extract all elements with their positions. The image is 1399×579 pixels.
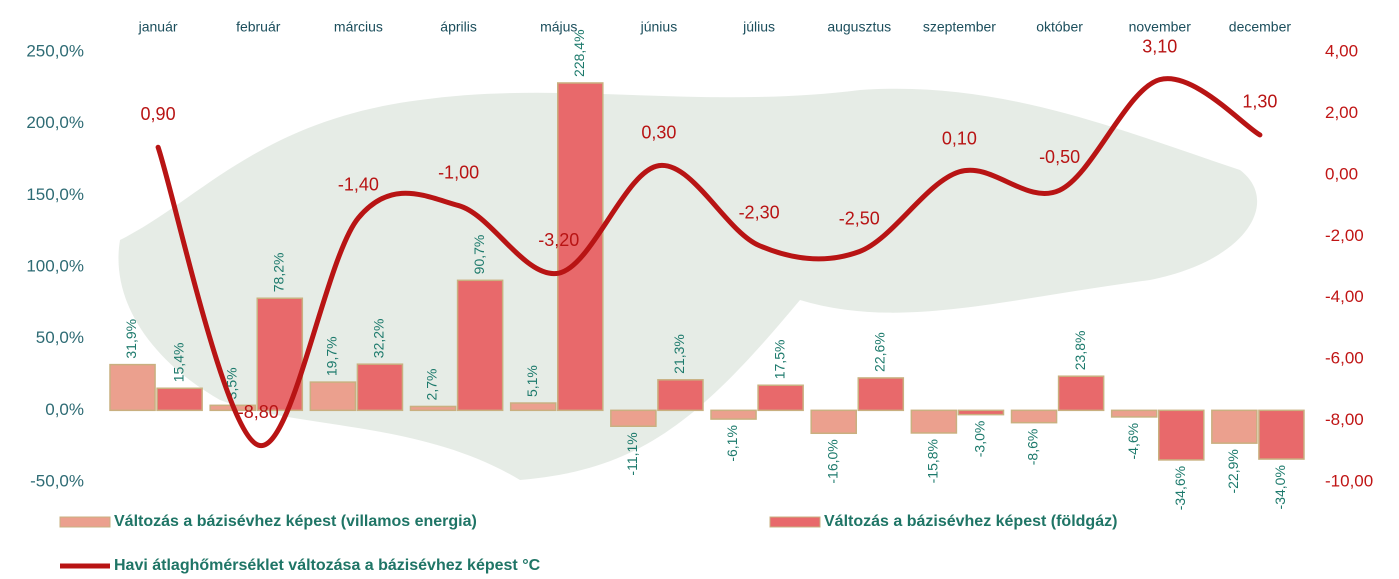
y-tick-label: 200,0% <box>26 113 84 132</box>
y-tick-label: -50,0% <box>30 471 84 490</box>
x-tick-label: február <box>236 19 281 35</box>
line-label: 0,30 <box>641 122 676 142</box>
y2-tick-label: 2,00 <box>1325 103 1358 122</box>
bar <box>857 377 905 412</box>
line-label: -2,30 <box>739 202 780 222</box>
legend-item: Változás a bázisévhez képest (villamos e… <box>59 513 477 530</box>
x-tick-label: szeptember <box>923 19 996 35</box>
y2-tick-label: -10,00 <box>1325 471 1373 490</box>
data-label: -34,0% <box>1272 465 1288 509</box>
legend-item: Változás a bázisévhez képest (földgáz) <box>769 513 1117 530</box>
legend-label: Változás a bázisévhez képest (villamos e… <box>114 513 477 530</box>
data-label: -16,0% <box>824 439 840 483</box>
line-label: 0,10 <box>942 129 977 149</box>
data-label: -8,6% <box>1025 429 1041 466</box>
data-label: 17,5% <box>771 340 787 380</box>
x-tick-label: november <box>1129 19 1192 35</box>
data-label: -11,1% <box>624 432 640 475</box>
x-tick-label: augusztus <box>827 19 891 35</box>
bar <box>810 409 857 435</box>
line-label: -1,40 <box>338 175 379 195</box>
data-label: 21,3% <box>671 334 687 374</box>
data-label: -22,9% <box>1225 449 1241 493</box>
x-tick-label: október <box>1036 19 1083 35</box>
x-tick-label: július <box>742 19 775 35</box>
legend-swatch <box>59 516 111 528</box>
data-label: 15,4% <box>170 343 186 383</box>
legend-item: Havi átlaghőmérséklet változása a bázisé… <box>60 557 541 574</box>
data-label: 90,7% <box>471 235 487 275</box>
bar <box>309 381 357 412</box>
data-label: -3,0% <box>972 421 988 458</box>
legend-label: Havi átlaghőmérséklet változása a bázisé… <box>114 557 541 574</box>
line-label: -8,80 <box>238 402 279 422</box>
line-label: 0,90 <box>141 104 176 124</box>
bar <box>1157 409 1205 461</box>
data-label: 31,9% <box>123 319 139 359</box>
bar <box>757 384 804 412</box>
data-label: -6,1% <box>724 425 740 462</box>
background-map <box>118 88 1258 481</box>
line-label: 1,30 <box>1242 92 1277 112</box>
line <box>155 76 1263 448</box>
bar <box>657 379 704 412</box>
map-shape <box>118 88 1258 481</box>
bar <box>1057 375 1105 412</box>
y-tick-label: 0,0% <box>45 400 84 419</box>
data-label: 2,7% <box>424 369 440 401</box>
legend-swatch <box>769 516 821 528</box>
y-tick-label: 250,0% <box>26 41 84 60</box>
data-label: 19,7% <box>324 336 340 376</box>
data-label: -34,6% <box>1172 466 1188 510</box>
x-tick-label: május <box>540 19 577 35</box>
bar <box>409 405 457 412</box>
data-label: 228,4% <box>571 29 587 76</box>
y-tick-label: 50,0% <box>36 328 84 347</box>
data-label: -15,8% <box>925 439 941 483</box>
bar <box>456 279 504 412</box>
bar <box>1110 409 1158 418</box>
bar <box>1258 409 1305 460</box>
bar <box>910 409 958 434</box>
y2-tick-label: -8,00 <box>1325 410 1364 429</box>
y-tick-label: 150,0% <box>26 185 84 204</box>
y2-tick-label: 0,00 <box>1325 164 1358 183</box>
line-label: -2,50 <box>839 208 880 228</box>
legend-label: Változás a bázisévhez képest (földgáz) <box>824 513 1117 530</box>
line-label: -0,50 <box>1039 147 1080 167</box>
bar <box>509 402 557 412</box>
bar <box>109 363 156 412</box>
y2-tick-label: 4,00 <box>1325 41 1358 60</box>
data-label: 5,1% <box>524 365 540 397</box>
line-label: -1,00 <box>438 162 479 182</box>
x-tick-label: április <box>440 19 477 35</box>
bar <box>556 82 604 412</box>
y2-tick-label: -2,00 <box>1325 226 1364 245</box>
bar <box>356 363 404 412</box>
bar <box>957 409 1005 416</box>
x-tick-label: december <box>1229 19 1292 35</box>
x-tick-label: június <box>640 19 678 35</box>
data-label: -4,6% <box>1125 423 1141 460</box>
data-label: 32,2% <box>371 318 387 358</box>
x-tick-label: január <box>138 19 178 35</box>
bar <box>1211 409 1258 444</box>
line-label: 3,10 <box>1142 36 1177 56</box>
bar <box>1010 409 1058 424</box>
data-label: 23,8% <box>1072 331 1088 371</box>
bar <box>610 409 657 427</box>
line-label: -3,20 <box>538 230 579 250</box>
bar <box>156 387 203 412</box>
data-label: 22,6% <box>871 332 887 372</box>
data-label: 78,2% <box>270 253 286 293</box>
y2-tick-label: -6,00 <box>1325 349 1364 368</box>
y2-tick-label: -4,00 <box>1325 287 1364 306</box>
bar <box>710 409 757 420</box>
y-tick-label: 100,0% <box>26 256 84 275</box>
x-tick-label: március <box>334 19 383 35</box>
